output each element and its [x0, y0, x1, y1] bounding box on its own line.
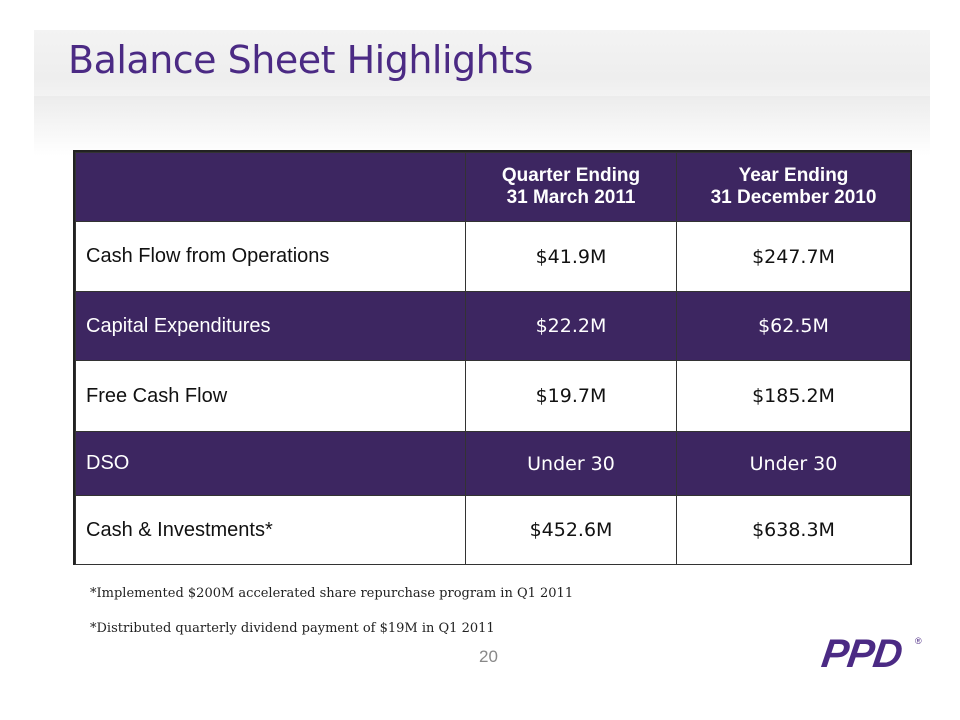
balance-sheet-table: Quarter Ending 31 March 2011 Year Ending…	[73, 150, 912, 565]
ppd-logo: PPD	[818, 632, 905, 676]
table-row: DSO Under 30 Under 30	[75, 431, 911, 496]
quarter-value: $452.6M	[465, 495, 677, 565]
table-row: Free Cash Flow $19.7M $185.2M	[75, 360, 911, 432]
year-value: $62.5M	[676, 291, 911, 361]
header-year-line1: Year Ending	[738, 165, 849, 186]
footnote-dividend: *Distributed quarterly dividend payment …	[90, 621, 495, 636]
header-empty-cell	[75, 152, 466, 222]
quarter-value: $22.2M	[465, 291, 677, 361]
table-row: Cash & Investments* $452.6M $638.3M	[75, 495, 911, 565]
header-year-line2: 31 December 2010	[710, 187, 877, 208]
year-value: Under 30	[676, 431, 911, 496]
row-label: Cash & Investments*	[75, 495, 466, 565]
quarter-value: Under 30	[465, 431, 677, 496]
slide-title: Balance Sheet Highlights	[68, 38, 533, 82]
footnote-share-repurchase: *Implemented $200M accelerated share rep…	[90, 586, 574, 601]
header-year-ending: Year Ending 31 December 2010	[676, 152, 911, 222]
header-quarter-line1: Quarter Ending	[501, 165, 641, 186]
row-label: DSO	[75, 431, 466, 496]
header-quarter-ending: Quarter Ending 31 March 2011	[465, 152, 677, 222]
row-label: Cash Flow from Operations	[75, 221, 466, 292]
row-label: Free Cash Flow	[75, 360, 466, 432]
year-value: $185.2M	[676, 360, 911, 432]
table-header-row: Quarter Ending 31 March 2011 Year Ending…	[75, 152, 911, 222]
page-number: 20	[479, 647, 498, 666]
header-quarter-line2: 31 March 2011	[506, 187, 636, 208]
quarter-value: $19.7M	[465, 360, 677, 432]
year-value: $638.3M	[676, 495, 911, 565]
registered-mark: ®	[915, 636, 922, 646]
title-band-fade	[34, 96, 930, 156]
year-value: $247.7M	[676, 221, 911, 292]
quarter-value: $41.9M	[465, 221, 677, 292]
row-label: Capital Expenditures	[75, 291, 466, 361]
table-row: Cash Flow from Operations $41.9M $247.7M	[75, 221, 911, 292]
table-row: Capital Expenditures $22.2M $62.5M	[75, 291, 911, 361]
